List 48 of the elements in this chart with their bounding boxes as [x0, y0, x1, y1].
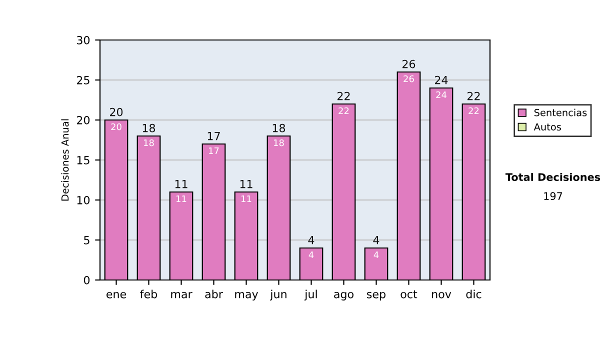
- x-tick-label: jun: [270, 290, 286, 300]
- data-label: 20: [111, 123, 122, 130]
- y-tick-label: 20: [76, 116, 90, 124]
- total-label: 24: [434, 76, 448, 84]
- data-label: 11: [242, 195, 252, 202]
- y-tick-label: 15: [77, 156, 90, 164]
- y-tick-label: 25: [76, 76, 90, 84]
- data-label: 18: [274, 139, 284, 146]
- y-axis-title: Decisiones Anual: [61, 119, 69, 201]
- y-tick-label: 0: [84, 276, 90, 284]
- x-tick-label: ago: [334, 292, 354, 300]
- total-label: 4: [373, 236, 380, 244]
- total-label: 22: [467, 92, 480, 100]
- legend-label: Sentencias: [534, 108, 587, 116]
- text: Total Decisiones: [505, 172, 600, 182]
- y-tick-label: 30: [76, 36, 90, 44]
- text: 197: [544, 192, 562, 200]
- x-tick-label: oct: [400, 290, 418, 298]
- legend-label: Autos: [534, 123, 561, 131]
- data-label: 22: [338, 107, 349, 114]
- x-tick-label: feb: [140, 290, 158, 298]
- total-label: 11: [240, 180, 252, 188]
- data-label: 4: [308, 251, 314, 258]
- data-label: 18: [144, 139, 154, 146]
- data-label: 17: [209, 147, 219, 154]
- x-tick-label: sep: [367, 292, 386, 300]
- data-label: 24: [436, 91, 446, 98]
- x-tick-label: nov: [432, 292, 452, 298]
- y-tick-label: 10: [77, 196, 90, 204]
- x-tick-label: dic: [466, 290, 482, 298]
- total-label: 26: [402, 60, 416, 68]
- x-tick-label: ene: [106, 292, 126, 298]
- total-label: 18: [272, 124, 286, 132]
- x-tick-label: may: [235, 292, 258, 300]
- total-label: 4: [308, 236, 314, 244]
- x-tick-label: jul: [304, 290, 317, 300]
- total-label: 18: [142, 124, 156, 132]
- total-label: 20: [110, 108, 123, 116]
- total-label: 22: [337, 92, 350, 100]
- data-label: 26: [404, 75, 414, 82]
- total-label: 11: [175, 180, 188, 188]
- total-label: 17: [208, 132, 220, 140]
- y-tick-label: 5: [84, 236, 90, 244]
- data-label: 22: [468, 107, 479, 114]
- data-label: 11: [176, 195, 186, 202]
- x-tick-label: mar: [171, 292, 192, 298]
- x-tick-label: abr: [205, 290, 223, 298]
- data-label: 4: [374, 251, 379, 258]
